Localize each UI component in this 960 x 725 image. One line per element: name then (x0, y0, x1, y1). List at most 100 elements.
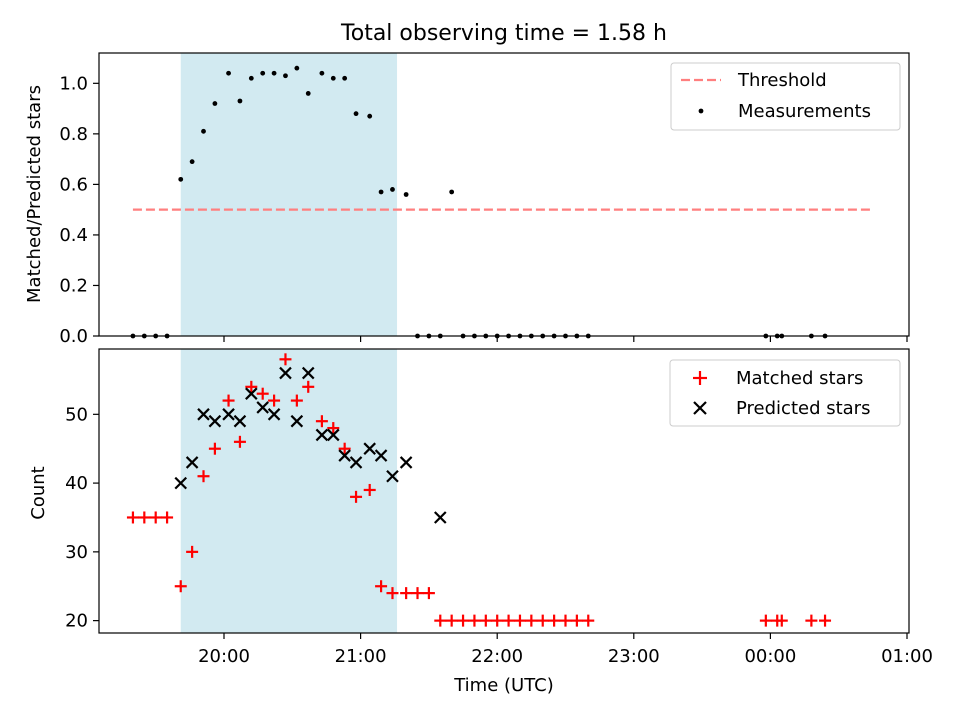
measurement-point (260, 70, 266, 76)
count-x-ticks: 20:00 21:00 22:00 23:00 00:00 01:00 (198, 633, 933, 667)
measurement-point (367, 113, 373, 119)
predicted-star-point (386, 469, 399, 483)
matched-star-point (525, 614, 538, 627)
count-y-tick-label: 40 (65, 473, 88, 494)
x-tick-label: 01:00 (881, 646, 933, 667)
matched-star-point (290, 394, 303, 407)
measurement-point (305, 91, 311, 96)
predicted-star-point (434, 511, 447, 524)
matched-star-point (445, 614, 458, 627)
predicted-star-point (290, 414, 304, 428)
matched-star-point (338, 442, 351, 455)
x-tick-label: 23:00 (608, 646, 660, 667)
matched-star-point (805, 614, 818, 627)
matched-star-point (268, 394, 281, 407)
predicted-star-point (301, 366, 315, 380)
legend-measurements-swatch (698, 108, 704, 114)
predicted-star-point (233, 414, 247, 428)
matched-star-point (174, 580, 187, 593)
matched-star-point (502, 614, 515, 627)
ratio-y-tick-label: 0.2 (59, 275, 88, 296)
legend-threshold-label: Threshold (737, 70, 827, 91)
predicted-star-point (338, 449, 351, 462)
measurement-point (237, 98, 243, 104)
ratio-y-tick-label: 0.8 (59, 124, 88, 145)
ratio-legend: Threshold Measurements (670, 62, 901, 131)
observing-window-shade (180, 53, 398, 336)
count-y-tick-label: 50 (65, 404, 88, 425)
ratio-axes-frame (98, 52, 910, 337)
matched-star-point (279, 353, 292, 366)
legend-predicted-label: Predicted stars (736, 398, 870, 419)
measurement-point (294, 65, 300, 71)
ratio-x-ticks (223, 336, 908, 342)
ratio-panel: 0.0 0.2 0.4 0.6 0.8 1.0 Matched/Predicted sta… (24, 52, 910, 347)
measurement-point (330, 75, 336, 81)
predicted-star-point (349, 456, 363, 469)
matched-star-point (375, 580, 388, 593)
predicted-star-point (363, 442, 376, 455)
count-y-tick-label: 20 (65, 611, 88, 632)
legend-measurements-label: Measurements (738, 101, 871, 122)
matched-star-point (327, 422, 340, 435)
matched-star-point (491, 614, 504, 627)
matched-star-point (548, 614, 561, 627)
predicted-star-point (327, 428, 340, 442)
x-tick-label: 00:00 (744, 646, 796, 667)
observing-window-shade-lower (180, 349, 398, 633)
ratio-legend-box (670, 62, 901, 131)
ratio-y-tick-label: 1.0 (59, 73, 88, 94)
count-y-tick-label: 30 (65, 542, 88, 563)
matched-star-point (245, 380, 258, 393)
figure-title: Total observing time = 1.58 h (340, 21, 667, 46)
predicted-star-point (279, 366, 292, 380)
predicted-star-point (399, 456, 413, 469)
predicted-star-point (315, 428, 329, 442)
matched-star-point (582, 614, 595, 627)
ratio-y-tick-label: 0.6 (59, 174, 88, 195)
measurement-point (212, 101, 218, 106)
predicted-star-point (208, 414, 222, 428)
predicted-star-points (174, 366, 447, 524)
measurement-point (353, 111, 359, 117)
measurement-point (342, 75, 348, 81)
matched-star-point (363, 483, 376, 496)
measurement-point (283, 73, 288, 79)
x-tick-label: 20:00 (198, 646, 250, 667)
measurement-point (271, 70, 277, 76)
ratio-y-tick-label: 0.0 (59, 326, 88, 347)
count-y-axis-label: Count (28, 466, 49, 519)
matched-star-point (302, 380, 315, 393)
measurement-point (378, 189, 384, 195)
matched-star-point (479, 614, 492, 627)
matched-star-point (222, 394, 235, 407)
matched-star-point (149, 511, 162, 524)
matched-star-point (186, 545, 199, 558)
measurement-point (449, 189, 455, 195)
predicted-star-point (222, 408, 235, 421)
predicted-star-point (174, 476, 188, 490)
matched-star-point (233, 435, 246, 448)
legend-matched-swatch (693, 371, 707, 385)
matched-star-point (536, 614, 549, 627)
matched-star-point (457, 614, 470, 627)
matched-star-point (468, 614, 481, 627)
matched-star-point (315, 415, 328, 428)
x-axis-label: Time (UTC) (453, 675, 554, 696)
predicted-star-point (185, 456, 199, 469)
matched-star-point (400, 587, 413, 600)
matched-star-point (513, 614, 526, 627)
legend-predicted-swatch (693, 401, 707, 415)
count-legend-box (669, 359, 901, 427)
measurement-point (403, 192, 409, 197)
count-axes-frame (98, 348, 910, 634)
matched-star-point (256, 387, 269, 400)
matched-star-point (422, 587, 435, 600)
measurement-point (178, 176, 184, 182)
predicted-star-point (256, 401, 269, 414)
matched-star-point (434, 614, 447, 627)
predicted-star-point (267, 408, 281, 421)
matched-star-point (411, 587, 424, 600)
